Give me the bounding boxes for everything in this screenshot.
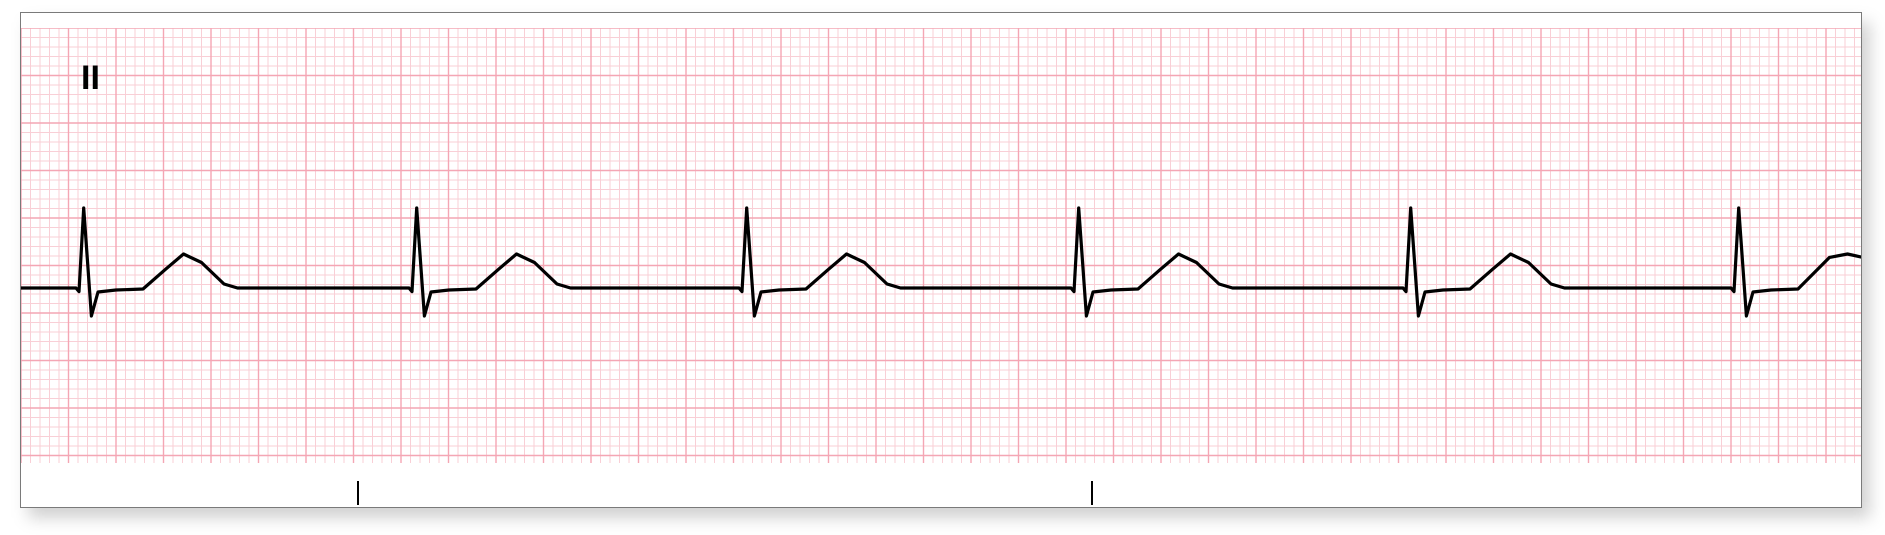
ecg-paper: II [20,12,1862,508]
timing-tick-2 [1091,481,1093,505]
lead-label: II [81,59,100,98]
ecg-figure: II [0,0,1885,535]
timing-tick-1 [357,481,359,505]
ecg-trace [21,13,1862,508]
